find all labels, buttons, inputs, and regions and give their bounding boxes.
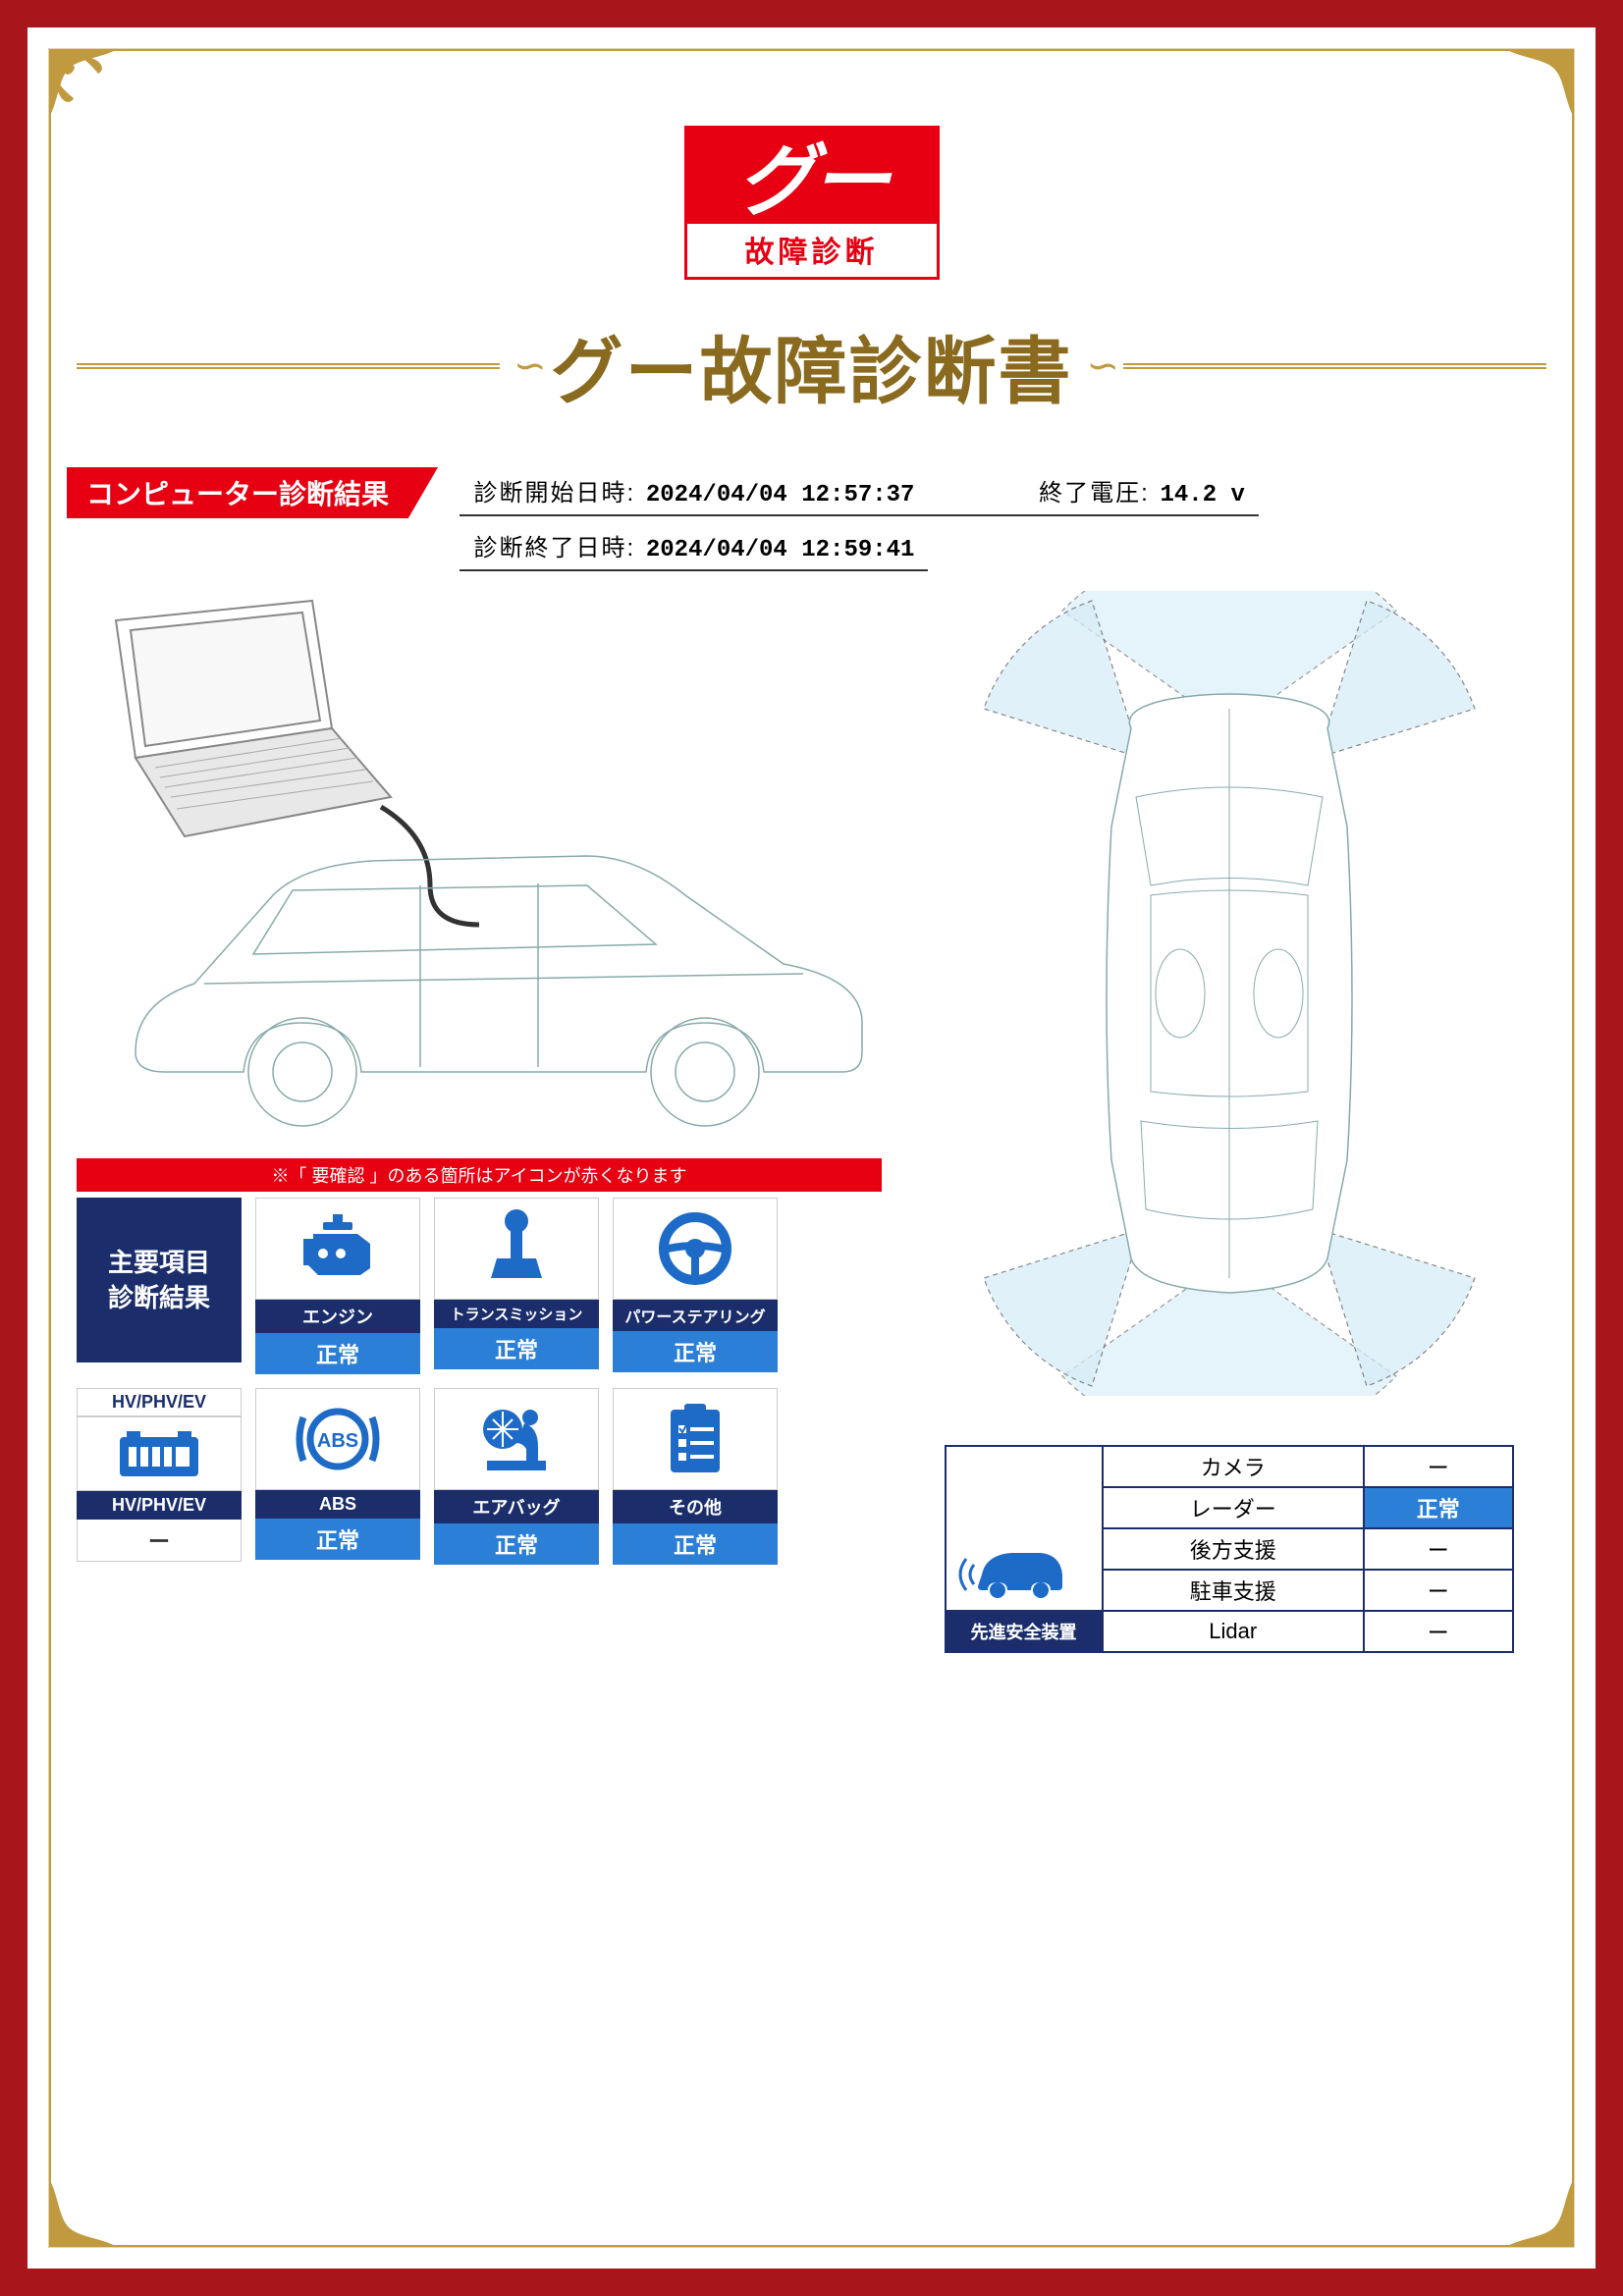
diagram-row: ※「 要確認 」のある箇所はアイコンが赤くなります 主要項目 診断結果 エンジン… [77,591,1546,1653]
transmission-icon [434,1198,599,1300]
safety-car-icon-cell [946,1446,1103,1611]
item-powersteering: パワーステアリング 正常 [613,1198,778,1374]
safety-row-value: ー [1364,1611,1513,1652]
safety-row-name: Lidar [1103,1611,1364,1652]
time-line-end: 診断終了日時: 2024/04/04 12:59:41 [460,522,928,571]
item-other: その他 正常 [613,1388,778,1565]
safety-row-name: 後方支援 [1103,1528,1364,1570]
voltage-value: 14.2 v [1160,482,1244,508]
item-status: 正常 [255,1519,420,1560]
item-label: ABS [255,1490,420,1519]
items-row-2: HV/PHV/EV HV/PHV/EV ー ABS ABS 正常 [77,1388,882,1565]
safety-row-value: ー [1364,1446,1513,1487]
document-title: グー故障診断書 [551,313,1073,418]
start-label: 診断開始日時: [473,480,635,507]
time-block: 診断開始日時: 2024/04/04 12:57:37 終了電圧: 14.2 v… [460,467,1258,571]
safety-row-value: ー [1364,1570,1513,1611]
title-row: ∽ グー故障診断書 ∽ [77,313,1546,418]
abs-icon: ABS [255,1388,420,1490]
flourish-icon: ∽ [1087,344,1110,389]
airbag-icon [434,1388,599,1490]
battery-icon [77,1416,242,1491]
voltage-label: 終了電圧: [1039,480,1150,507]
item-label: エンジン [255,1300,420,1333]
safety-row-value: 正常 [1364,1487,1513,1528]
item-status: ー [77,1520,242,1562]
logo-bottom: 故障診断 [684,224,940,280]
notice-bar: ※「 要確認 」のある箇所はアイコンが赤くなります [77,1158,882,1192]
certificate-page: グー 故障診断 ∽ グー故障診断書 ∽ コンピューター診断結果 診断開始日時: … [0,0,1623,2296]
item-label: トランスミッション [434,1300,599,1328]
item-status: 正常 [613,1331,778,1372]
brand-logo: グー 故障診断 [684,126,940,280]
safety-table: カメラ ー レーダー 正常 後方支援 ー 駐車支援 [945,1445,1514,1653]
items-row-1: 主要項目 診断結果 エンジン 正常 トランスミッション 正常 [77,1198,882,1374]
steering-icon [613,1198,778,1300]
item-abs: ABS ABS 正常 [255,1388,420,1565]
laptop-car-illustration [77,591,882,1141]
car-top-sensor-illustration [945,591,1514,1396]
items-header: 主要項目 診断結果 [77,1198,242,1362]
item-status: 正常 [434,1523,599,1565]
left-diagram: ※「 要確認 」のある箇所はアイコンが赤くなります 主要項目 診断結果 エンジン… [77,591,882,1653]
safety-row-value: ー [1364,1528,1513,1570]
engine-icon [255,1198,420,1300]
safety-row-name: レーダー [1103,1487,1364,1528]
end-label: 診断終了日時: [473,535,635,561]
end-value: 2024/04/04 12:59:41 [646,537,915,563]
safety-header-label: 先進安全装置 [946,1611,1103,1652]
hv-top-label: HV/PHV/EV [77,1388,242,1416]
item-label: エアバッグ [434,1490,599,1523]
start-value: 2024/04/04 12:57:37 [646,482,915,508]
item-hv: HV/PHV/EV HV/PHV/EV ー [77,1388,242,1565]
clipboard-icon [613,1388,778,1490]
item-status: 正常 [434,1328,599,1369]
logo-top: グー [684,126,940,224]
item-label: その他 [613,1490,778,1523]
item-transmission: トランスミッション 正常 [434,1198,599,1374]
safety-row-name: カメラ [1103,1446,1364,1487]
car-sensor-icon [952,1535,1070,1604]
safety-row-name: 駐車支援 [1103,1570,1364,1611]
item-status: 正常 [255,1333,420,1374]
item-airbag: エアバッグ 正常 [434,1388,599,1565]
item-engine: エンジン 正常 [255,1198,420,1374]
item-label: パワーステアリング [613,1300,778,1331]
meta-section: コンピューター診断結果 診断開始日時: 2024/04/04 12:57:37 … [77,467,1546,571]
right-diagram: カメラ ー レーダー 正常 後方支援 ー 駐車支援 [911,591,1546,1653]
title-rule [1123,363,1546,369]
svg-text:ABS: ABS [317,1430,358,1452]
time-line-start: 診断開始日時: 2024/04/04 12:57:37 終了電圧: 14.2 v [460,467,1258,516]
title-rule [77,363,500,369]
section-banner: コンピューター診断結果 [67,467,438,518]
item-status: 正常 [613,1523,778,1565]
item-label: HV/PHV/EV [77,1491,242,1520]
flourish-icon: ∽ [514,344,537,389]
